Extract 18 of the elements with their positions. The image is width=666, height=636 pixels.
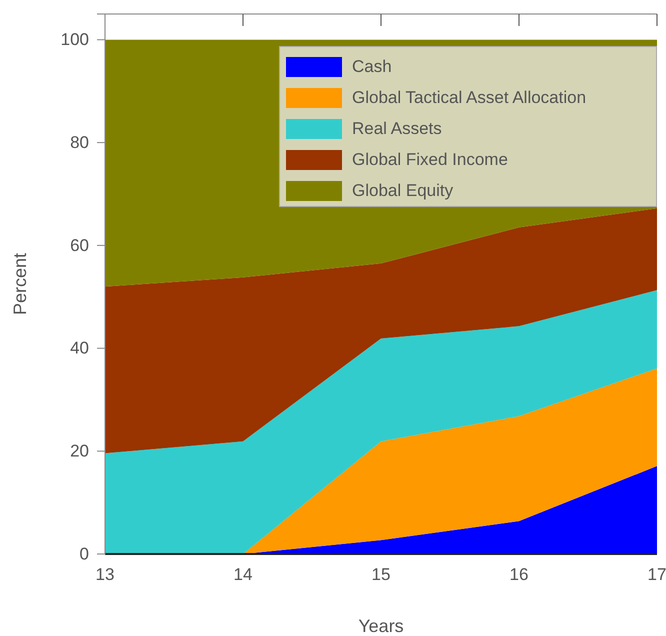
y-tick-label: 80 (70, 133, 89, 152)
y-tick-label: 60 (70, 236, 89, 255)
legend-label: Global Equity (352, 180, 454, 200)
legend-label: Global Tactical Asset Allocation (352, 88, 586, 108)
y-tick-label: 100 (60, 30, 89, 50)
legend-label: Global Fixed Income (352, 150, 508, 170)
y-tick-label: 20 (70, 442, 89, 461)
x-tick-label: 17 (648, 565, 666, 584)
y-axis-title: Percent (10, 252, 30, 316)
y-tick-label: 40 (70, 338, 89, 358)
x-tick-label: 15 (372, 565, 390, 584)
y-tick-label: 0 (80, 544, 89, 564)
x-axis-title: Years (358, 616, 404, 636)
x-tick-label: 16 (510, 565, 528, 584)
legend-label: Real Assets (352, 118, 442, 138)
x-tick-label: 13 (96, 565, 114, 584)
legend-label: Cash (352, 56, 392, 76)
x-tick-label: 14 (234, 565, 252, 584)
